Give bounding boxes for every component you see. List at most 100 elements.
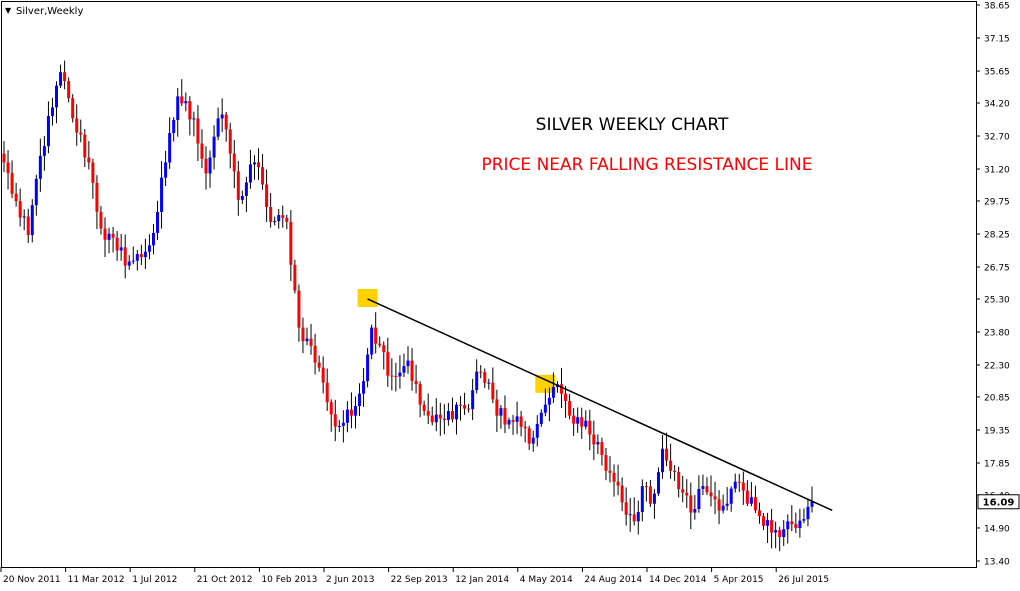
candle-body-bear xyxy=(665,448,669,461)
candle-body-bear xyxy=(232,153,236,172)
candle-body-bear xyxy=(123,247,127,266)
candle-body-bear xyxy=(188,101,192,120)
candle-body-bear xyxy=(572,415,576,424)
candle-body-bull xyxy=(184,101,188,104)
candle xyxy=(341,410,345,443)
candle xyxy=(71,94,75,123)
x-tick-label: 11 Mar 2012 xyxy=(68,575,125,585)
x-tick-label: 21 Oct 2012 xyxy=(197,575,253,585)
candle xyxy=(147,234,151,260)
candle-body-bear xyxy=(139,254,143,258)
candle-body-bear xyxy=(329,402,333,415)
candle-body-bear xyxy=(685,492,689,496)
candle xyxy=(766,512,770,544)
candle xyxy=(208,150,212,188)
candle-body-bear xyxy=(63,72,67,82)
candle xyxy=(325,368,329,411)
resistance-trendline[interactable] xyxy=(367,298,833,512)
candle xyxy=(313,333,317,375)
candle xyxy=(547,387,551,422)
candle-body-bear xyxy=(527,428,531,444)
candle-body-bear xyxy=(289,221,293,265)
candle xyxy=(648,479,652,508)
candle xyxy=(30,199,34,243)
candle xyxy=(168,117,172,169)
candle-body-bear xyxy=(103,228,107,240)
candle xyxy=(438,402,442,436)
candle-body-bear xyxy=(281,215,285,218)
candle xyxy=(329,399,333,432)
candle xyxy=(297,284,301,342)
candle-body-bull xyxy=(640,486,644,512)
candle xyxy=(55,81,59,124)
candle-body-bear xyxy=(386,352,390,376)
candle-body-bull xyxy=(539,412,543,424)
candle xyxy=(806,499,810,527)
candle xyxy=(220,98,224,133)
candle-body-bear xyxy=(717,499,721,511)
candle xyxy=(543,388,547,417)
candle xyxy=(394,362,398,392)
candle xyxy=(83,129,87,167)
candle-body-bull xyxy=(596,442,600,445)
candle xyxy=(725,487,729,511)
candle xyxy=(123,234,127,279)
candle xyxy=(261,154,265,190)
candle-body-bull xyxy=(766,520,770,526)
candle xyxy=(127,255,131,270)
candle-body-bull xyxy=(721,505,725,511)
candle-body-bear xyxy=(600,442,604,456)
candle-body-bear xyxy=(450,410,454,420)
candle xyxy=(798,508,802,538)
candle xyxy=(673,465,677,481)
candle xyxy=(624,487,628,526)
candle xyxy=(184,92,188,112)
candle xyxy=(774,521,778,549)
candle xyxy=(442,404,446,435)
candle xyxy=(713,481,717,515)
symbol-dropdown-icon[interactable]: ▼ xyxy=(5,6,12,15)
candle-body-bear xyxy=(75,118,79,133)
candle-body-bear xyxy=(200,143,204,159)
candle-body-bear xyxy=(297,290,301,328)
candle-body-bear xyxy=(620,485,624,503)
candle xyxy=(402,353,406,377)
candle xyxy=(584,410,588,430)
candle xyxy=(418,381,422,418)
candle xyxy=(285,214,289,230)
x-tick-label: 12 Jan 2014 xyxy=(455,575,509,585)
candle xyxy=(499,405,503,429)
candle xyxy=(564,385,568,419)
candle xyxy=(382,341,386,370)
candle-body-bull xyxy=(446,410,450,421)
candle xyxy=(273,216,277,226)
candle-body-bear xyxy=(333,414,337,427)
candle-body-bull xyxy=(636,511,640,522)
candle-body-bull xyxy=(656,472,660,494)
candle xyxy=(6,150,10,190)
candle-body-bear xyxy=(592,434,596,445)
candle xyxy=(608,456,612,483)
candle xyxy=(366,347,370,388)
candle-body-bull xyxy=(543,404,547,413)
candle-body-bull xyxy=(725,503,729,506)
candle-body-bull xyxy=(277,215,281,222)
candle-body-bull xyxy=(353,406,357,416)
candle-body-bear xyxy=(689,495,693,513)
candle xyxy=(491,367,495,404)
candle-body-bear xyxy=(317,362,321,368)
candle xyxy=(14,182,18,207)
candle xyxy=(337,420,341,432)
candle xyxy=(172,117,176,142)
candle xyxy=(430,406,434,426)
candle-body-bull xyxy=(46,115,50,147)
candle xyxy=(467,404,471,413)
candle xyxy=(192,111,196,137)
candle xyxy=(95,175,99,230)
candle xyxy=(463,392,467,415)
resistance-trendline-group xyxy=(367,298,833,512)
candle-body-bull xyxy=(345,409,349,423)
candle xyxy=(349,392,353,429)
candle-body-bull xyxy=(192,118,196,120)
candle xyxy=(188,96,192,136)
